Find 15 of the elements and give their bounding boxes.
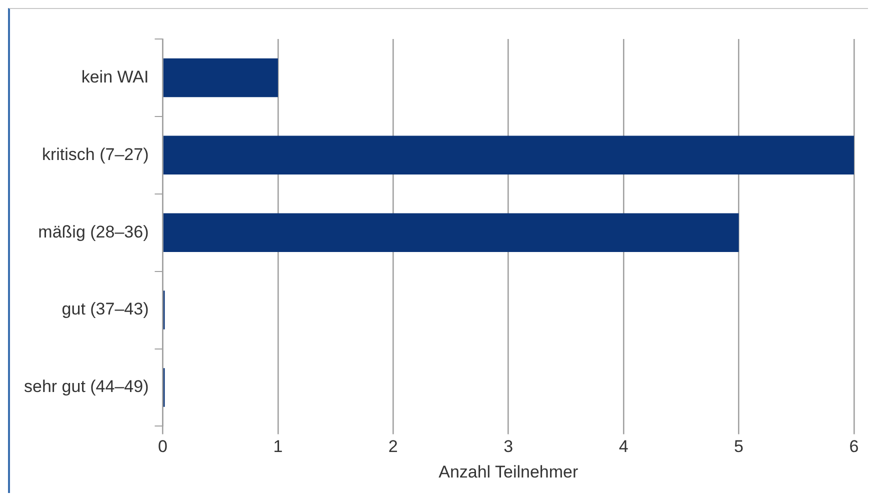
x-tick-label: 4 [618,437,628,456]
x-tick-label: 5 [734,437,744,456]
x-tick-label: 2 [388,437,398,456]
y-tick-label: kritisch (7–27) [42,144,149,164]
x-tick-label: 3 [504,437,514,456]
x-tick-label: 1 [273,437,283,456]
x-tick-label: 0 [158,437,168,456]
bar [163,213,739,252]
y-tick-label: sehr gut (44–49) [24,377,149,396]
bar [163,136,854,175]
y-tick-label: kein WAI [81,67,149,86]
x-tick-label: 6 [849,437,859,456]
y-tick-label: mäßig (28–36) [38,222,149,242]
x-axis-title: Anzahl Teilnehmer [438,462,578,482]
y-tick-label: gut (37–43) [62,300,149,319]
